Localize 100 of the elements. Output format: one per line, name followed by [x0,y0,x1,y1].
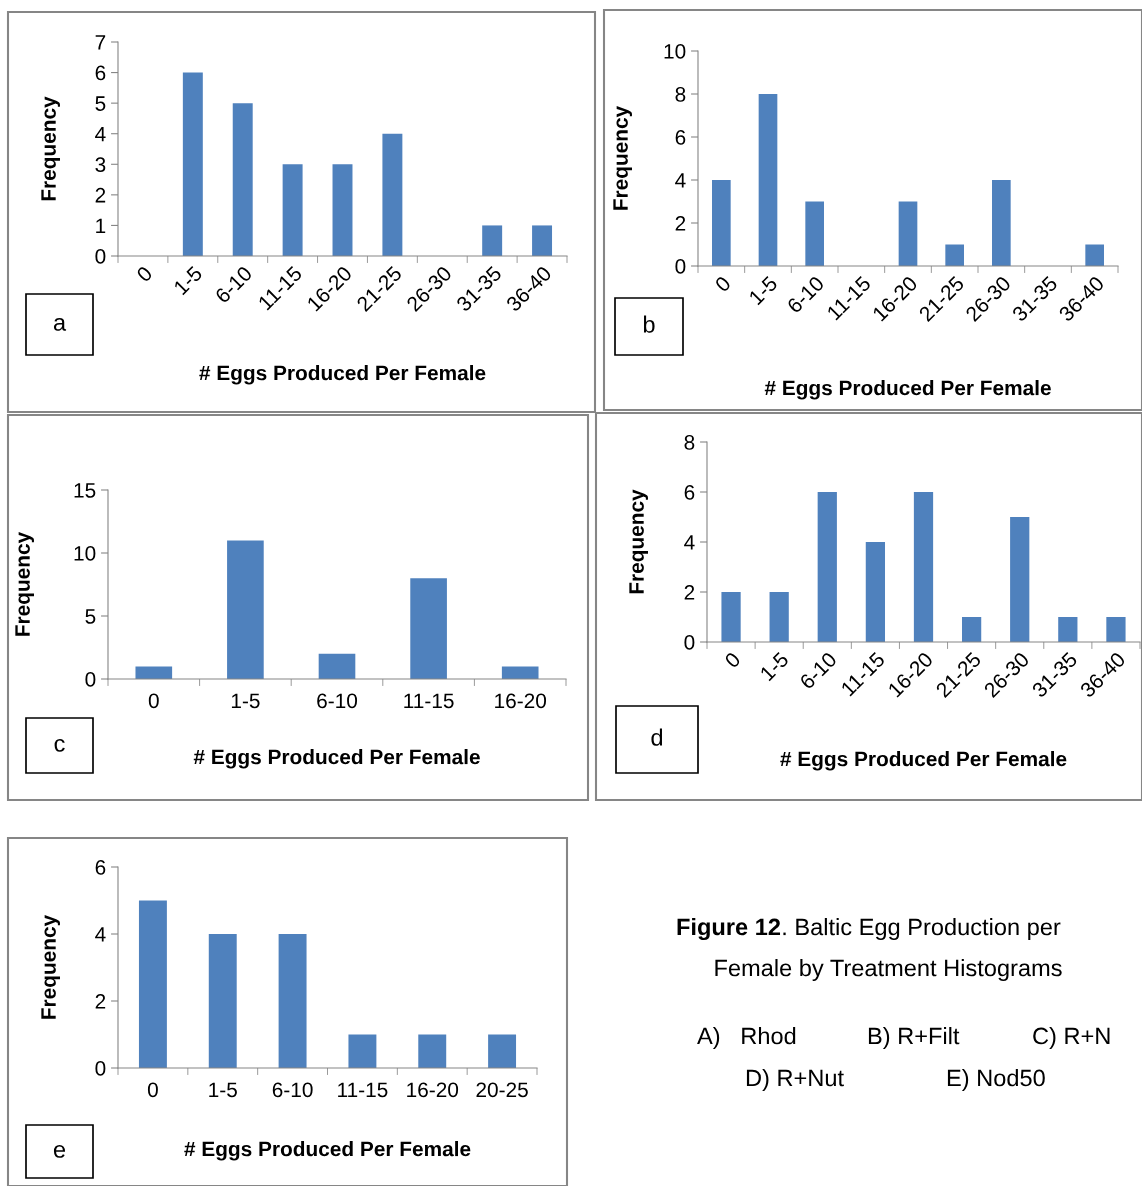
bar [501,666,539,679]
y-tick-label: 2 [675,216,686,231]
x-axis-title: # Eggs Produced Per Female [764,380,1051,400]
x-tick-label: 6-10 [214,265,253,304]
y-tick-label: 8 [675,87,686,102]
y-tick-label: 2 [95,994,106,1009]
x-tick-label: 6-10 [272,1082,313,1098]
bar [227,540,264,679]
bar [488,1034,517,1068]
bar [961,617,982,642]
y-tick-label: 10 [74,546,96,561]
x-tick-label: 0 [148,693,159,709]
x-tick-label: 0 [135,265,154,283]
x-tick-label: 0 [147,1082,158,1098]
x-axis-title: # Eggs Produced Per Female [184,1141,471,1161]
x-tick-label: 20-25 [476,1082,528,1098]
bar [135,666,173,679]
y-tick-label: 15 [74,483,96,498]
bar [1085,244,1104,266]
y-tick-label: 1 [96,218,106,233]
x-axis-title: # Eggs Produced Per Female [193,749,480,769]
y-tick-label: 7 [95,35,106,50]
bar [282,164,303,256]
y-tick-label: 0 [95,249,106,264]
y-axis-title: Frequency [613,105,632,210]
bar [418,1034,447,1068]
bar [721,592,741,642]
y-tick-label: 2 [684,585,695,600]
x-tick-label: 1-5 [231,693,260,709]
x-tick-label: 16-20 [495,693,547,709]
y-tick-label: 0 [684,635,695,650]
bar [1106,617,1126,642]
bar [817,492,837,642]
text: Female by Treatment Histograms [715,958,1062,982]
bar [992,180,1011,266]
y-tick-label: 5 [95,96,106,111]
bar [913,492,934,642]
y-tick-label: 4 [95,126,106,142]
x-tick-label: 16-20 [407,1082,459,1098]
x-tick-label: 11-15 [404,693,454,709]
bar [945,244,964,266]
x-tick-label: 11-15 [338,1082,388,1098]
y-tick-label: 2 [95,187,106,203]
text: A) Rhod [697,1026,796,1049]
y-axis-title: Frequency [629,489,648,594]
text: d [651,728,663,746]
x-tick-label: 6-10 [798,651,838,690]
y-tick-label: 0 [95,1061,106,1076]
bar [138,900,167,1068]
text: e [53,1144,66,1158]
text: E) Nod50 [947,1068,1045,1091]
text: C) R+N [1033,1026,1110,1049]
x-tick-label: 1-5 [748,275,779,306]
y-tick-label: 6 [675,130,686,145]
y-tick-label: 8 [684,435,695,450]
text: . Baltic Egg Production per [783,918,1061,941]
text: D) R+Nut [746,1068,844,1091]
text: c [54,738,65,752]
bar [865,542,886,642]
bar [382,133,403,256]
y-tick-label: 6 [684,485,695,500]
y-tick-label: 4 [675,173,686,188]
y-axis-title: Frequency [41,96,60,201]
bar [1058,617,1078,642]
bar [182,72,203,256]
text: Figure 12 [677,917,781,941]
bar [278,934,307,1068]
bar [898,201,918,266]
y-tick-label: 4 [95,927,106,942]
bar [318,653,356,679]
y-tick-label: 6 [95,860,106,875]
x-tick-label: 0 [714,275,732,293]
y-tick-label: 4 [684,535,695,550]
bar [410,578,447,679]
bar [348,1034,377,1068]
x-tick-label: 1-5 [209,1082,237,1098]
x-axis-title: # Eggs Produced Per Female [199,365,486,385]
y-tick-label: 3 [95,157,106,173]
bar [532,225,553,256]
bar [712,180,731,266]
bar [232,103,253,256]
text: b [643,315,655,333]
y-tick-label: 10 [664,44,686,59]
y-tick-label: 5 [85,609,96,624]
bar [208,934,237,1068]
bar [332,164,353,256]
bar [758,94,778,266]
text: a [53,317,67,331]
text: B) R+Filt [868,1026,960,1049]
bar [1010,517,1030,642]
x-axis-title: # Eggs Produced Per Female [780,751,1067,771]
y-axis-title: Frequency [15,531,34,636]
x-tick-label: 0 [723,651,742,669]
bar [805,201,824,266]
y-axis-title: Frequency [41,914,60,1019]
y-tick-label: 6 [95,65,106,81]
x-tick-label: 1-5 [173,265,204,296]
bar [769,592,789,642]
x-tick-label: 6-10 [786,275,825,314]
bar [482,225,503,256]
